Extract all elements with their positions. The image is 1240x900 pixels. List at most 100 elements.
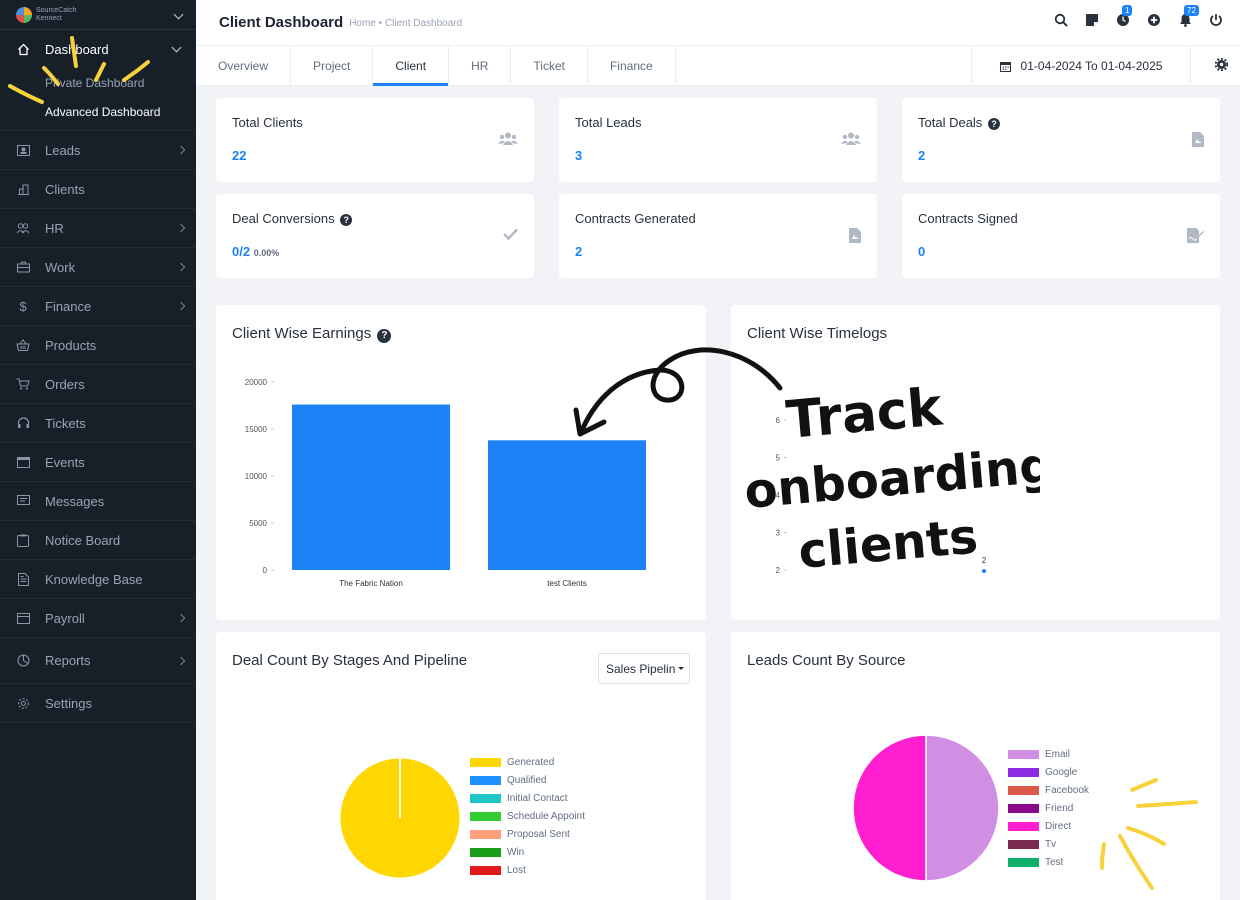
tab-overview[interactable]: Overview [196,46,292,85]
panel-title: Client Wise Earnings ? [232,325,392,343]
page-title: Client Dashboard [219,14,344,31]
sidebar-item-products[interactable]: Products [0,326,196,365]
lead-source-pie-chart [852,734,1000,882]
company-logo[interactable]: SourceCatch Kennect [16,6,76,23]
data-label: 2 [982,556,987,565]
home-icon [16,42,30,56]
help-icon[interactable]: ? [377,329,392,343]
sidebar-item-label: Messages [45,493,105,509]
legend-item[interactable]: Tv [1008,835,1089,853]
stat-value[interactable]: 2 [575,244,583,259]
y-tick-label: 5000 [249,519,267,528]
panel-title: Leads Count By Source [747,652,906,669]
date-range-text: 01-04-2024 To 01-04-2025 [1020,59,1163,73]
tab-project[interactable]: Project [291,46,374,85]
y-tick-label: 20000 [245,378,268,387]
help-icon[interactable]: ? [340,214,353,226]
sidebar-item-label: Payroll [45,610,85,626]
cart-icon [16,377,30,391]
timer-icon[interactable]: 1 [1115,5,1133,28]
panel-title: Deal Count By Stages And Pipeline [232,652,468,669]
y-tick-label: 5 [776,454,781,463]
legend-item[interactable]: Direct [1008,817,1089,835]
legend-item[interactable]: Facebook [1008,781,1089,799]
search-icon[interactable] [1053,12,1069,28]
stat-card-contracts-signed: Contracts Signed 0 [902,194,1220,278]
sidebar-item-hr[interactable]: HR [0,209,196,248]
legend-item[interactable]: Email [1008,745,1089,763]
lead-source-legend: Email Google Facebook Friend Direct Tv Test [1008,745,1089,871]
sidebar-item-label: Dashboard [45,41,109,57]
legend-item[interactable]: Friend [1008,799,1089,817]
tab-finance[interactable]: Finance [588,46,676,85]
sidebar-subitem-private-dashboard[interactable]: Private Dashboard [45,75,145,90]
legend-label: Google [1045,766,1078,778]
add-icon[interactable] [1146,12,1162,28]
sidebar-item-payroll[interactable]: Payroll [0,599,196,638]
breadcrumb: Home • Client Dashboard [349,18,463,29]
sidebar-item-leads[interactable]: Leads [0,131,196,170]
sidebar-item-messages[interactable]: Messages [0,482,196,521]
legend-swatch [470,775,501,785]
sidebar-item-finance[interactable]: $ Finance [0,287,196,326]
sidebar-item-clients[interactable]: Clients [0,170,196,209]
legend-label: Direct [1045,820,1072,832]
chevron-right-icon [176,223,186,233]
chevron-right-icon [176,613,186,623]
legend-item[interactable]: Lost [470,861,585,879]
pipeline-select[interactable]: Sales Pipeline [598,653,690,684]
stat-card-total-leads: Total Leads 3 [559,98,877,182]
legend-swatch [470,829,501,839]
tab-hr[interactable]: HR [449,46,512,85]
chevron-down-icon[interactable] [173,9,184,20]
legend-swatch [1008,749,1039,759]
sticky-note-icon[interactable] [1084,12,1100,28]
legend-item[interactable]: Schedule Appointment [470,807,585,825]
gear-icon[interactable] [1214,57,1229,74]
legend-item[interactable]: Initial Contact [470,789,585,807]
legend-swatch [470,757,501,767]
caret-down-icon [678,667,684,670]
sidebar-item-reports[interactable]: Reports [0,638,196,684]
people-icon [16,221,30,235]
stat-value[interactable]: 3 [575,148,583,163]
legend-item[interactable]: Google [1008,763,1089,781]
sidebar-item-dashboard[interactable]: Dashboard [0,30,196,68]
stat-value[interactable]: 0 [918,244,926,259]
power-icon[interactable] [1208,12,1224,28]
sidebar-item-label: Notice Board [45,532,121,548]
legend-item[interactable]: Generated [470,753,585,771]
stat-title: Contracts Signed [918,211,1018,226]
legend-swatch [470,793,501,803]
wallet-icon [16,611,30,625]
annotation-line-3: clients [796,509,980,580]
sidebar-item-knowledge-base[interactable]: Knowledge Base [0,560,196,599]
x-tick-label: The Fabric Nation [339,579,403,588]
legend-item[interactable]: Test [1008,853,1089,871]
legend-item[interactable]: Qualified [470,771,585,789]
help-icon[interactable]: ? [987,118,1000,130]
sidebar-item-events[interactable]: Events [0,443,196,482]
sidebar-item-work[interactable]: Work [0,248,196,287]
tab-ticket[interactable]: Ticket [511,46,588,85]
sidebar-item-settings[interactable]: Settings [0,684,196,723]
stat-value[interactable]: 2 [918,148,926,163]
stat-title: Total Deals ? [918,115,1000,130]
stat-value[interactable]: 0/2 0.00% [232,244,280,259]
y-tick-label: 15000 [245,425,268,434]
bell-icon[interactable]: 72 [1177,5,1199,28]
signature-icon [1187,228,1204,246]
sidebar-subitem-advanced-dashboard[interactable]: Advanced Dashboard [45,104,161,119]
legend-item[interactable]: Proposal Sent [470,825,585,843]
deal-stage-legend: Generated Qualified Initial Contact Schedul… [470,753,585,879]
sidebar-item-tickets[interactable]: Tickets [0,404,196,443]
calendar-icon [16,455,30,469]
sidebar-item-orders[interactable]: Orders [0,365,196,404]
date-range-picker[interactable]: 01-04-2024 To 01-04-2025 [971,46,1191,86]
legend-swatch [1008,785,1039,795]
sidebar-item-notice-board[interactable]: Notice Board [0,521,196,560]
legend-swatch [1008,839,1039,849]
tab-client[interactable]: Client [373,46,450,86]
legend-item[interactable]: Win [470,843,585,861]
stat-value[interactable]: 22 [232,148,247,163]
